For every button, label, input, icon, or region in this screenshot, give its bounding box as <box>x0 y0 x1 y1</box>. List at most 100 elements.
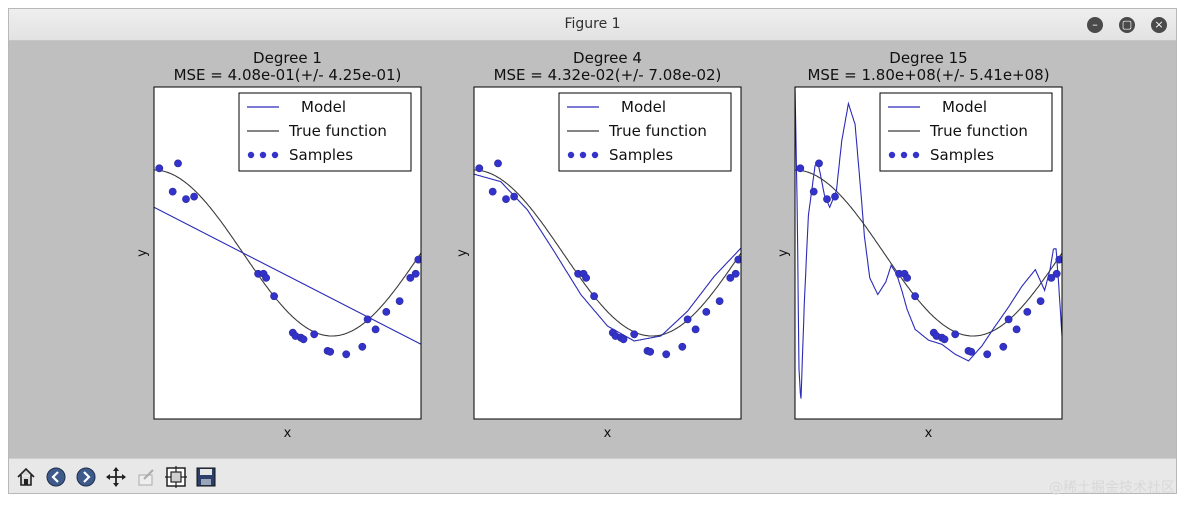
legend-box <box>558 92 732 172</box>
watermark: @稀土掘金技术社区 <box>1049 480 1175 496</box>
sample-point <box>1055 255 1062 264</box>
sample-point <box>1047 273 1056 282</box>
window-title: Figure 1 <box>564 16 621 32</box>
sample-point <box>1023 307 1032 316</box>
sample-point <box>967 347 976 356</box>
legend-entry-label: True function <box>608 122 707 140</box>
forward-button[interactable] <box>73 464 99 490</box>
legend-entry-label: Samples <box>930 146 994 164</box>
subplot-title: Degree 1 <box>253 49 322 67</box>
back-button[interactable] <box>43 464 69 490</box>
sample-point <box>691 325 700 334</box>
figure-window: Figure 1 – ▢ × Degree 1 MSE = 4.08e-01(+/… <box>8 8 1177 494</box>
legend: Model True function Samples <box>879 92 1053 172</box>
sample-point <box>619 335 628 344</box>
sample-point <box>678 342 687 351</box>
legend-samples-swatch <box>591 151 599 159</box>
subplot-mse-label: MSE = 1.80e+08(+/- 5.41e+08) <box>807 66 1049 84</box>
subplot-mse-label: MSE = 4.32e-02(+/- 7.08e-02) <box>494 66 722 84</box>
legend-box <box>238 92 412 172</box>
save-icon <box>196 467 216 487</box>
sample-point <box>809 187 818 196</box>
axes-frame <box>153 86 422 420</box>
true-function-line <box>474 169 741 337</box>
sample-point <box>1036 297 1045 305</box>
sample-point <box>734 255 741 264</box>
sample-point <box>911 292 919 301</box>
sample-point <box>488 187 497 196</box>
legend-samples-swatch <box>888 151 896 159</box>
legend-samples-swatch <box>912 151 920 159</box>
model-line <box>474 173 741 342</box>
subplot-title: Degree 4 <box>573 49 642 67</box>
subplots-icon <box>165 466 187 488</box>
sample-point <box>326 347 335 356</box>
sample-point <box>395 297 404 305</box>
sample-point <box>1004 315 1013 324</box>
legend-entry-label: Model <box>621 98 666 116</box>
y-axis-label: y <box>135 249 150 257</box>
sample-point <box>823 195 831 203</box>
sample-point <box>582 273 590 282</box>
sample-point <box>731 269 740 278</box>
sample-point <box>726 273 735 282</box>
minimize-button[interactable]: – <box>1087 17 1103 33</box>
sample-point <box>815 159 823 168</box>
sample-point <box>363 315 372 324</box>
sample-point <box>903 273 911 282</box>
plot-content <box>474 159 741 359</box>
legend: Model True function Samples <box>238 92 412 172</box>
legend-entry-label: Samples <box>289 146 353 164</box>
legend-entry-label: True function <box>288 122 387 140</box>
pan-button[interactable] <box>103 464 129 490</box>
home-button[interactable] <box>13 464 39 490</box>
sample-point <box>940 335 949 344</box>
plot-content <box>795 87 1062 399</box>
legend-samples-swatch <box>900 151 908 159</box>
sample-point <box>646 347 655 356</box>
sample-point <box>182 195 190 203</box>
home-icon <box>17 467 35 486</box>
save-button[interactable] <box>193 464 219 490</box>
sample-point <box>190 192 198 201</box>
sample-point <box>951 330 960 339</box>
sample-point <box>502 195 510 203</box>
legend-samples-swatch <box>271 151 279 159</box>
legend-entry-label: True function <box>929 122 1028 140</box>
subplots-button[interactable] <box>163 464 189 490</box>
sample-point <box>999 342 1008 351</box>
plot-content <box>154 159 421 359</box>
y-axis-label: y <box>455 249 470 257</box>
forward-icon <box>76 467 96 487</box>
legend-samples-swatch <box>259 151 267 159</box>
sample-point <box>510 192 518 201</box>
zoom-button[interactable] <box>133 464 159 490</box>
x-axis-label: x <box>604 426 612 441</box>
x-axis-label: x <box>925 426 933 441</box>
sample-point <box>1052 269 1061 278</box>
axes-frame <box>473 86 742 420</box>
sample-point <box>983 350 992 359</box>
sample-point <box>702 307 711 316</box>
legend-samples-swatch <box>567 151 575 159</box>
close-button[interactable]: × <box>1151 17 1167 33</box>
true-function-line <box>795 169 1062 337</box>
legend-box <box>879 92 1053 172</box>
sample-point <box>299 335 308 344</box>
sample-point <box>831 192 839 201</box>
pan-icon <box>106 467 126 487</box>
legend-entry-label: Model <box>942 98 987 116</box>
legend-samples-swatch <box>247 151 255 159</box>
maximize-button[interactable]: ▢ <box>1119 17 1135 33</box>
sample-point <box>411 269 420 278</box>
subplot-mse-label: MSE = 4.08e-01(+/- 4.25e-01) <box>174 66 402 84</box>
legend-samples-swatch <box>579 151 587 159</box>
navigation-toolbar <box>9 458 1176 493</box>
sample-point <box>630 330 639 339</box>
figure-canvas: Degree 1 MSE = 4.08e-01(+/- 4.25e-01) x y Mo… <box>9 41 1176 458</box>
x-axis-label: x <box>284 426 292 441</box>
